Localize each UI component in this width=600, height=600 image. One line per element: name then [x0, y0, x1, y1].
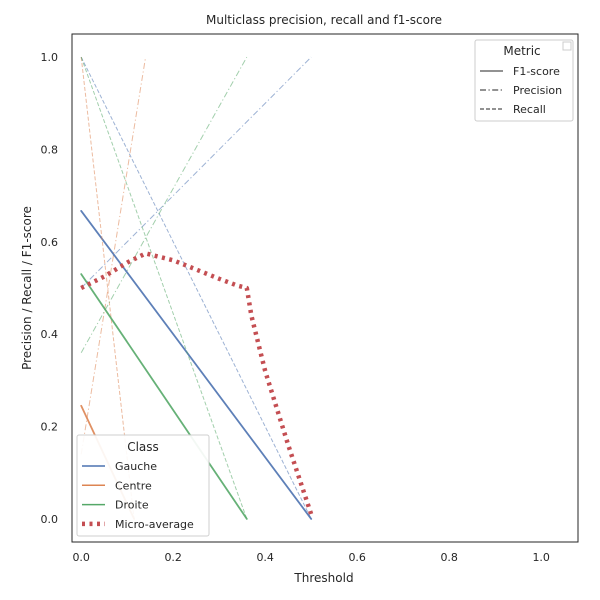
x-tick-label: 0.8 — [440, 551, 458, 564]
legend-metric-title: Metric — [503, 44, 540, 58]
y-ticks: 0.0 0.2 0.4 0.6 0.8 1.0 — [41, 51, 59, 526]
series-line-droite-recall — [80, 56, 248, 520]
x-tick-label: 0.0 — [72, 551, 90, 564]
series-line-droite-precision — [80, 56, 248, 353]
legend-class-title: Class — [127, 440, 159, 454]
series-line-micro-average-f1-score — [80, 251, 314, 516]
legend-class-label: Centre — [115, 479, 152, 492]
series-line-droite-f1-score — [80, 273, 248, 520]
y-tick-label: 0.2 — [41, 421, 59, 434]
legend-class-label: Micro-average — [115, 518, 194, 531]
legend-metric-marker — [562, 41, 572, 51]
x-tick-label: 0.6 — [348, 551, 366, 564]
x-axis-label: Threshold — [293, 571, 353, 585]
series-line-gauche-recall — [80, 56, 312, 520]
legend-metric-label: Precision — [513, 84, 562, 97]
chart-title: Multiclass precision, recall and f1-scor… — [206, 13, 442, 27]
legend-metric: Metric F1-score Precision Recall — [474, 39, 574, 122]
y-axis-label: Precision / Recall / F1-score — [20, 206, 34, 370]
x-tick-label: 1.0 — [532, 551, 550, 564]
y-tick-label: 1.0 — [41, 51, 59, 64]
legend-metric-label: Recall — [513, 103, 546, 116]
legend-class-frame — [76, 434, 210, 537]
x-tick-label: 0.4 — [256, 551, 274, 564]
series-line-gauche-precision — [80, 56, 312, 289]
series-line-centre-precision — [80, 57, 147, 455]
y-tick-label: 0.6 — [41, 236, 59, 249]
legend-metric-frame — [474, 39, 574, 122]
y-tick-label: 0.8 — [41, 143, 59, 156]
x-ticks: 0.0 0.2 0.4 0.6 0.8 1.0 — [72, 551, 550, 564]
legend-metric-label: F1-score — [513, 65, 560, 78]
series-line-gauche-f1-score — [80, 209, 313, 520]
y-tick-label: 0.0 — [41, 513, 59, 526]
y-tick-label: 0.4 — [41, 328, 59, 341]
legend-class-label: Droite — [115, 499, 149, 512]
legend-class-label: Gauche — [115, 460, 157, 473]
x-tick-label: 0.2 — [164, 551, 182, 564]
legend-class: Class Gauche Centre Droite Micro-average — [76, 434, 210, 537]
